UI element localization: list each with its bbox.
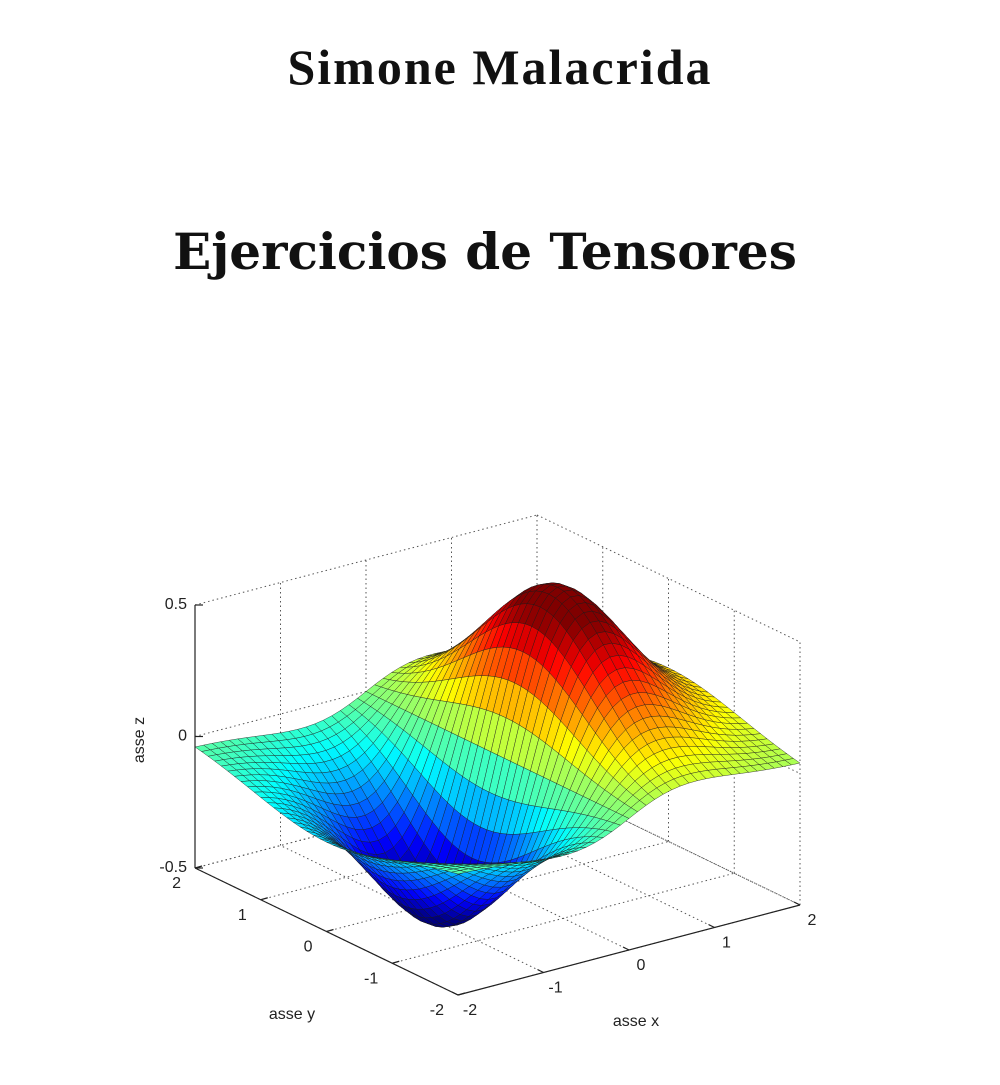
grid-line [536,777,801,906]
x-tick-label: -1 [548,980,562,997]
y-tick-label: 1 [238,907,247,924]
tick-mark [537,968,544,974]
y-tick-label: 0 [304,939,313,956]
z-axis-label: asse z [131,717,148,763]
grid-line [194,514,538,606]
tick-mark [260,897,268,901]
tick-mark [622,946,630,951]
book-title: Ejercicios de Tensores [173,222,797,281]
z-tick-label: 0 [178,728,187,745]
grid-line [280,845,544,973]
tick-mark [392,960,400,964]
tick-mark [194,865,203,869]
y-tick-label: -2 [430,1002,444,1019]
y-tick-label: -1 [364,970,378,987]
tick-mark [326,928,334,933]
tick-mark [793,901,801,906]
y-tick-label: 2 [172,875,181,892]
x-tick-label: 0 [637,957,646,974]
grid-line [392,872,735,964]
tick-mark [451,991,459,996]
tick-mark [708,923,715,929]
x-tick-label: 1 [722,935,731,952]
surface-patch [451,870,467,875]
x-tick-label: 2 [808,912,817,929]
tick-mark [457,992,466,996]
x-tick-label: -2 [463,1002,477,1019]
x-axis-label: asse x [613,1013,659,1030]
grid-line [536,514,801,643]
z-tick-label: -0.5 [159,859,187,876]
author: Simone Malacrida [287,39,713,95]
z-tick-label: 0.5 [165,596,187,613]
y-axis-label: asse y [269,1006,315,1023]
